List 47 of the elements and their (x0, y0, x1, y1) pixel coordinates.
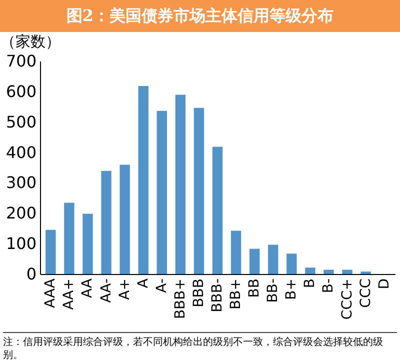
y-tick-label: 0 (26, 264, 36, 284)
y-tick-label: 500 (6, 112, 36, 132)
x-tick-label: AA+ (61, 278, 78, 310)
x-tick-label: BB (246, 278, 263, 298)
bar (324, 270, 334, 274)
bar (286, 254, 297, 274)
y-tick-label: 300 (6, 173, 36, 192)
text: 注：信用评级采用综合评级，若不同机构给出的级别不一致，综合评级会选择较低的级别。 (3, 332, 397, 361)
x-tick-label: CCC (358, 278, 374, 308)
x-tick-label: BB- (265, 278, 282, 303)
bar (120, 164, 130, 274)
x-tick-label: AAA (42, 278, 59, 308)
y-tick-label: 600 (6, 82, 36, 101)
x-tick-label: BBB (190, 278, 207, 308)
bar (156, 110, 167, 274)
x-tick-label: B+ (284, 278, 300, 300)
x-tick-label: BBB- (210, 278, 226, 312)
x-tick-label: B (302, 278, 318, 288)
bar (82, 214, 93, 274)
x-tick-label: CCC+ (339, 278, 356, 320)
y-tick-label: 700 (6, 52, 36, 70)
bar (101, 170, 112, 274)
bar (230, 230, 242, 274)
bar (249, 248, 260, 274)
x-tick-label: AA- (98, 278, 114, 303)
bar (212, 146, 223, 274)
bar (138, 86, 148, 274)
x-tick-label: A+ (116, 278, 133, 300)
chart-title: 图2：美国债券市场主体信用等级分布 (0, 0, 400, 32)
bar (175, 94, 186, 274)
x-tick-label: D (376, 278, 392, 290)
bar (268, 244, 278, 274)
x-tick-label: BBB+ (172, 278, 188, 320)
bar (64, 202, 74, 274)
y-tick-label: 400 (6, 142, 36, 162)
y-axis-title: （家数） (0, 32, 60, 50)
x-tick-label: A (135, 278, 152, 288)
x-tick-label: B- (320, 278, 337, 294)
bar (342, 270, 352, 274)
x-tick-label: A- (154, 278, 170, 293)
bar (194, 108, 204, 274)
bar (305, 268, 316, 274)
bar (46, 230, 56, 274)
y-tick-label: 100 (6, 234, 36, 254)
x-tick-label: AA (80, 278, 96, 298)
y-tick-label: 200 (6, 204, 36, 223)
x-tick-label: BB+ (228, 278, 244, 310)
